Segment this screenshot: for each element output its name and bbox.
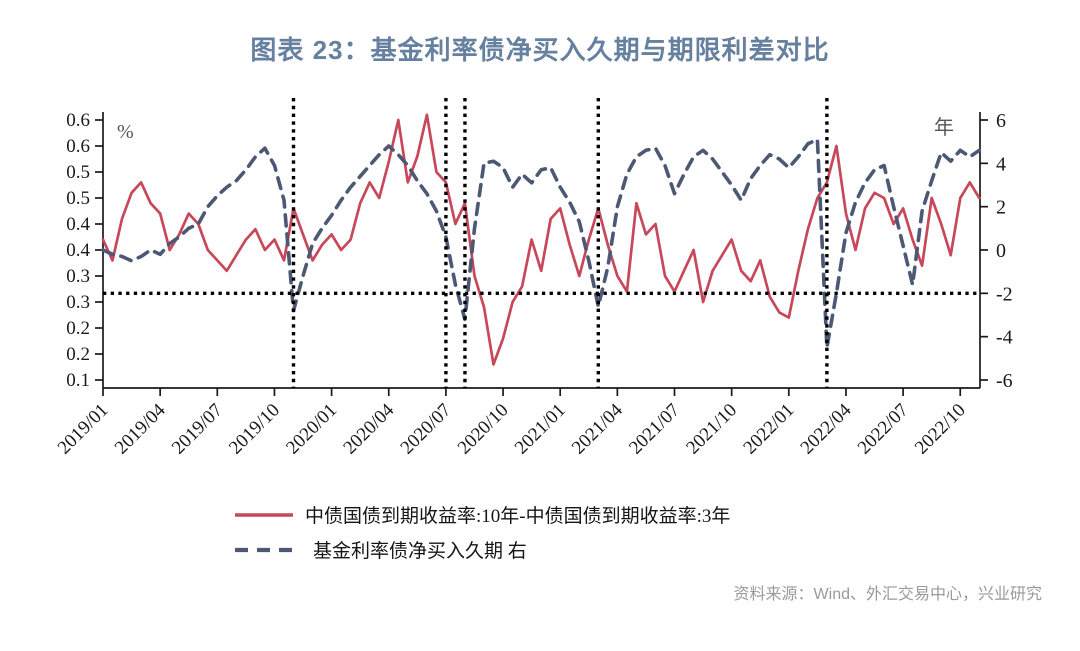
spread-series-line bbox=[101, 113, 981, 366]
left-axis-tick-label: 0.5 bbox=[66, 162, 90, 183]
solid-line-swatch bbox=[235, 512, 293, 517]
x-axis-tick-label: 2021/07 bbox=[625, 400, 684, 459]
left-axis-tick-label: 0.6 bbox=[66, 110, 90, 131]
x-axis-tick-label: 2020/01 bbox=[282, 400, 341, 459]
x-axis-tick-label: 2020/07 bbox=[397, 400, 456, 459]
right-axis-tick-label: 2 bbox=[996, 197, 1006, 219]
left-axis-tick-label: 0.4 bbox=[66, 240, 90, 261]
right-axis-tick-label: 4 bbox=[996, 153, 1006, 175]
x-axis-tick-label: 2019/07 bbox=[168, 400, 227, 459]
x-axis-tick-label: 2022/10 bbox=[911, 400, 970, 459]
x-axis-tick-label: 2021/10 bbox=[682, 400, 741, 459]
left-axis-tick-label: 0.5 bbox=[66, 188, 90, 209]
x-axis-tick-label: 2022/07 bbox=[854, 400, 913, 459]
legend-label-spread: 中债国债到期收益率:10年-中债国债到期收益率:3年 bbox=[305, 506, 731, 527]
x-axis-tick-label: 2021/04 bbox=[568, 399, 627, 458]
dashed-line-swatch bbox=[235, 547, 301, 552]
left-axis-tick-label: 0.2 bbox=[66, 318, 90, 339]
left-axis-tick-label: 0.1 bbox=[66, 370, 90, 391]
right-axis-tick-label: -6 bbox=[996, 370, 1013, 392]
x-axis-tick-label: 2020/04 bbox=[339, 399, 398, 458]
right-axis-tick-label: 6 bbox=[996, 110, 1006, 132]
legend-label-duration: 基金利率债净买入久期 右 bbox=[313, 541, 527, 562]
left-axis-tick-label: 0.3 bbox=[66, 266, 90, 287]
x-axis-tick-label: 2019/01 bbox=[54, 400, 113, 459]
left-axis-tick-label: 0.2 bbox=[66, 344, 90, 365]
x-axis-tick-label: 2021/01 bbox=[511, 400, 570, 459]
x-axis-tick-label: 2022/04 bbox=[797, 399, 856, 458]
left-axis-tick-label: 0.6 bbox=[66, 136, 90, 157]
left-axis-unit-label: % bbox=[117, 121, 134, 143]
right-axis-tick-label: -4 bbox=[996, 327, 1013, 349]
x-axis-tick-label: 2019/10 bbox=[225, 400, 284, 459]
legend-item-spread: 中债国债到期收益率:10年-中债国债到期收益率:3年 bbox=[233, 497, 730, 532]
right-axis-tick-label: -2 bbox=[996, 283, 1013, 305]
x-axis-tick-label: 2019/04 bbox=[111, 399, 170, 458]
chart-title: 图表 23：基金利率债净买入久期与期限利差对比 bbox=[250, 35, 830, 65]
legend-item-duration: 基金利率债净买入久期 右 bbox=[233, 532, 730, 567]
x-axis-tick-label: 2022/01 bbox=[739, 400, 798, 459]
left-axis-tick-label: 0.3 bbox=[66, 292, 90, 313]
legend: 中债国债到期收益率:10年-中债国债到期收益率:3年 基金利率债净买入久期 右 bbox=[233, 497, 730, 567]
right-axis-tick-label: 0 bbox=[996, 240, 1006, 262]
x-axis-tick-label: 2020/10 bbox=[454, 400, 513, 459]
left-axis-tick-label: 0.4 bbox=[66, 214, 90, 235]
source-note: 资料来源：Wind、外汇交易中心，兴业研究 bbox=[733, 586, 1042, 603]
duration-series-line bbox=[101, 137, 982, 350]
right-axis-unit-label: 年 bbox=[934, 116, 954, 139]
